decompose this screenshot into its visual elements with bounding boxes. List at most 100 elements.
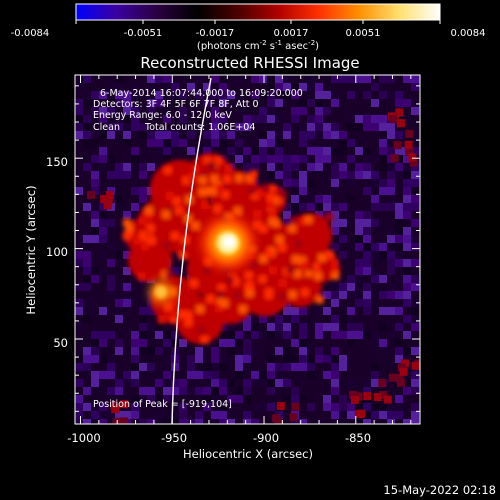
noise-pixel (131, 379, 139, 387)
noise-pixel (139, 419, 147, 424)
noise-pixel (403, 419, 411, 424)
emission-pixel (221, 190, 230, 199)
noise-pixel (203, 83, 211, 91)
noise-pixel (347, 403, 355, 411)
noise-pixel (243, 339, 251, 347)
noise-pixel (91, 403, 99, 411)
noise-pixel (339, 355, 347, 363)
noise-pixel (99, 331, 107, 339)
noise-pixel (347, 115, 355, 123)
noise-pixel (363, 283, 371, 291)
noise-pixel (275, 83, 283, 91)
noise-pixel (307, 75, 315, 83)
noise-pixel (219, 355, 227, 363)
noise-pixel (235, 355, 243, 363)
noise-pixel (355, 171, 363, 179)
noise-pixel (371, 275, 379, 283)
noise-pixel (395, 235, 403, 243)
noise-pixel (395, 203, 403, 211)
noise-pixel (107, 131, 115, 139)
noise-pixel (403, 155, 411, 163)
noise-pixel (131, 347, 139, 355)
noise-pixel (363, 299, 371, 307)
noise-pixel (227, 403, 235, 411)
noise-pixel (115, 387, 123, 395)
noise-pixel (171, 379, 179, 387)
noise-pixel (339, 131, 347, 139)
noise-pixel (291, 83, 299, 91)
noise-pixel (139, 171, 147, 179)
info-energy: Energy Range: 6.0 - 12.0 keV (93, 110, 232, 121)
noise-pixel (323, 355, 331, 363)
noise-pixel (363, 187, 371, 195)
emission-pixel (146, 224, 155, 233)
emission-pixel (220, 299, 229, 308)
noise-pixel (235, 147, 243, 155)
noise-pixel (363, 331, 371, 339)
noise-pixel (75, 99, 83, 107)
noise-pixel (387, 403, 395, 411)
noise-pixel (363, 235, 371, 243)
emission-pixel (296, 217, 305, 226)
noise-pixel (395, 99, 403, 107)
noise-pixel (379, 155, 387, 163)
noise-pixel (131, 83, 139, 91)
noise-pixel (355, 291, 363, 299)
noise-pixel (355, 275, 363, 283)
noise-pixel (227, 331, 235, 339)
emission-pixel (288, 224, 297, 233)
noise-pixel (411, 347, 419, 355)
noise-pixel (315, 323, 323, 331)
emission-pixel (326, 250, 335, 259)
emission-pixel (311, 262, 320, 271)
noise-pixel (259, 331, 267, 339)
noise-pixel (187, 83, 195, 91)
noise-pixel (347, 283, 355, 291)
noise-pixel (99, 235, 107, 243)
emission-pixel (300, 288, 309, 297)
noise-pixel (211, 379, 219, 387)
noise-pixel (299, 307, 307, 315)
noise-pixel (411, 299, 419, 307)
noise-pixel (163, 139, 171, 147)
noise-pixel (323, 371, 331, 379)
noise-pixel (99, 91, 107, 99)
noise-pixel (347, 179, 355, 187)
noise-pixel (383, 395, 392, 404)
emission-pixel (206, 295, 215, 304)
noise-pixel (387, 259, 395, 267)
noise-pixel (107, 331, 115, 339)
emission-pixel (169, 287, 178, 296)
noise-pixel (99, 251, 107, 259)
noise-pixel (99, 107, 107, 115)
noise-pixel (393, 141, 402, 150)
noise-pixel (203, 363, 211, 371)
noise-pixel (323, 155, 331, 163)
noise-pixel (363, 115, 371, 123)
noise-pixel (163, 131, 171, 139)
emission-pixel (244, 271, 253, 280)
noise-pixel (75, 283, 83, 291)
emission-pixel (250, 191, 259, 200)
noise-pixel (187, 131, 195, 139)
noise-pixel (243, 395, 251, 403)
noise-pixel (203, 99, 211, 107)
emission-pixel (144, 211, 153, 220)
noise-pixel (299, 363, 307, 371)
noise-pixel (331, 227, 339, 235)
noise-pixel (155, 131, 163, 139)
noise-pixel (387, 331, 395, 339)
emission-pixel (204, 187, 213, 196)
noise-pixel (347, 275, 355, 283)
noise-pixel (83, 267, 91, 275)
noise-pixel (120, 400, 129, 409)
noise-pixel (299, 203, 307, 211)
noise-pixel (411, 411, 419, 419)
colorbar-tick-label: -0.0084 (11, 28, 50, 39)
noise-pixel (323, 203, 331, 211)
noise-pixel (203, 387, 211, 395)
noise-pixel (267, 107, 275, 115)
noise-pixel (83, 355, 91, 363)
noise-pixel (371, 403, 379, 411)
noise-pixel (187, 387, 195, 395)
